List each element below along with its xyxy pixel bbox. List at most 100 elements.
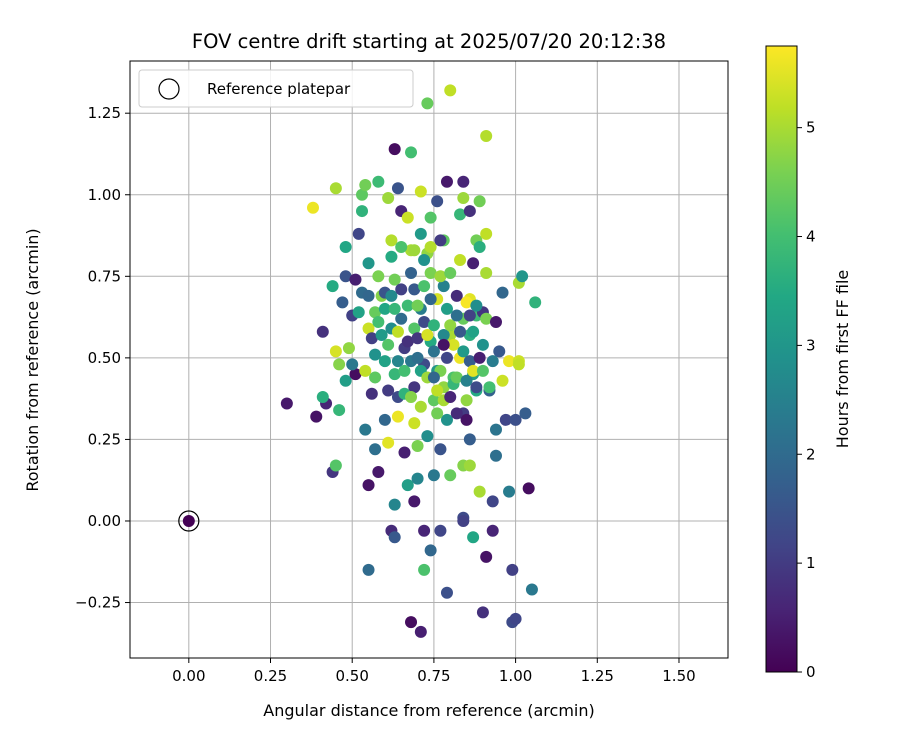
colorbar-tick-label: 2: [806, 445, 816, 463]
data-point: [391, 355, 404, 368]
data-point: [365, 387, 378, 400]
data-point: [496, 286, 509, 299]
data-point: [405, 616, 418, 629]
data-point: [306, 201, 319, 214]
data-point: [388, 273, 401, 286]
data-point: [395, 283, 408, 296]
colorbar-label: Hours from first FF file: [833, 270, 852, 449]
data-point: [460, 296, 473, 309]
data-point: [480, 130, 493, 143]
data-point: [359, 364, 372, 377]
data-point: [486, 495, 499, 508]
colorbar-tick-label: 0: [806, 663, 816, 681]
legend-marker-open-circle: [158, 78, 180, 100]
data-point: [352, 227, 365, 240]
data-point: [440, 351, 453, 364]
data-point: [476, 606, 489, 619]
data-point: [463, 355, 476, 368]
data-point: [408, 495, 421, 508]
data-point: [391, 410, 404, 423]
data-point: [460, 413, 473, 426]
data-point: [385, 234, 398, 247]
data-point: [463, 433, 476, 446]
data-point: [362, 322, 375, 335]
data-point: [362, 479, 375, 492]
data-point: [382, 338, 395, 351]
data-point: [372, 315, 385, 328]
data-point: [509, 413, 522, 426]
data-point: [476, 364, 489, 377]
data-point: [405, 391, 418, 404]
data-point: [457, 514, 470, 527]
data-point: [454, 208, 467, 221]
data-point: [401, 299, 414, 312]
data-point: [391, 182, 404, 195]
y-tick-label: 0.50: [88, 349, 121, 367]
data-point: [431, 407, 444, 420]
colorbar-tick-label: 4: [806, 228, 816, 246]
reference-point: [178, 510, 200, 532]
data-point: [427, 371, 440, 384]
legend-box: [138, 69, 414, 108]
data-point: [414, 400, 427, 413]
data-point: [329, 182, 342, 195]
data-point: [460, 374, 473, 387]
data-point: [362, 289, 375, 302]
legend-entry-reference-platepar: Reference platepar: [207, 80, 351, 98]
data-point: [388, 531, 401, 544]
data-point: [346, 358, 359, 371]
x-axis-label: Angular distance from reference (arcmin): [263, 701, 594, 720]
data-point: [440, 175, 453, 188]
data-point: [411, 332, 424, 345]
y-axis-ticks: −0.25 0.00 0.25 0.50 0.75 1.00 1.25: [75, 104, 130, 612]
data-point: [339, 374, 352, 387]
data-point: [529, 296, 542, 309]
x-tick-label: 0.25: [254, 667, 287, 685]
y-axis-label: Rotation from reference (arcmin): [23, 228, 42, 491]
data-point: [401, 479, 414, 492]
data-point: [467, 257, 480, 270]
data-point: [431, 195, 444, 208]
data-point: [356, 188, 369, 201]
data-point: [434, 524, 447, 537]
data-point: [444, 267, 457, 280]
data-point: [447, 338, 460, 351]
data-point: [522, 482, 535, 495]
data-point: [506, 563, 519, 576]
data-point: [418, 563, 431, 576]
data-point: [486, 355, 499, 368]
data-point: [369, 371, 382, 384]
data-point: [382, 192, 395, 205]
data-point: [411, 299, 424, 312]
colorbar-ticks: 0 1 2 3 4 5: [797, 119, 816, 681]
data-point: [480, 550, 493, 563]
data-point: [359, 423, 372, 436]
y-tick-label: 0.75: [88, 267, 121, 285]
data-point: [316, 391, 329, 404]
x-tick-label: 0.50: [336, 667, 369, 685]
data-point: [476, 338, 489, 351]
data-point: [408, 322, 421, 335]
data-point: [467, 531, 480, 544]
data-point: [369, 348, 382, 361]
data-point: [431, 384, 444, 397]
data-point: [473, 351, 486, 364]
data-point: [369, 443, 382, 456]
data-point: [375, 329, 388, 342]
data-point: [437, 329, 450, 342]
data-point: [418, 524, 431, 537]
data-point: [503, 355, 516, 368]
x-tick-label: 1.50: [662, 667, 695, 685]
data-point: [342, 342, 355, 355]
data-point: [372, 466, 385, 479]
data-point: [388, 368, 401, 381]
x-tick-label: 1.00: [499, 667, 532, 685]
data-point: [424, 293, 437, 306]
data-point: [499, 413, 512, 426]
data-point: [486, 524, 499, 537]
data-point: [489, 315, 502, 328]
data-point: [316, 325, 329, 338]
data-point: [496, 374, 509, 387]
data-point: [414, 185, 427, 198]
data-point: [450, 289, 463, 302]
